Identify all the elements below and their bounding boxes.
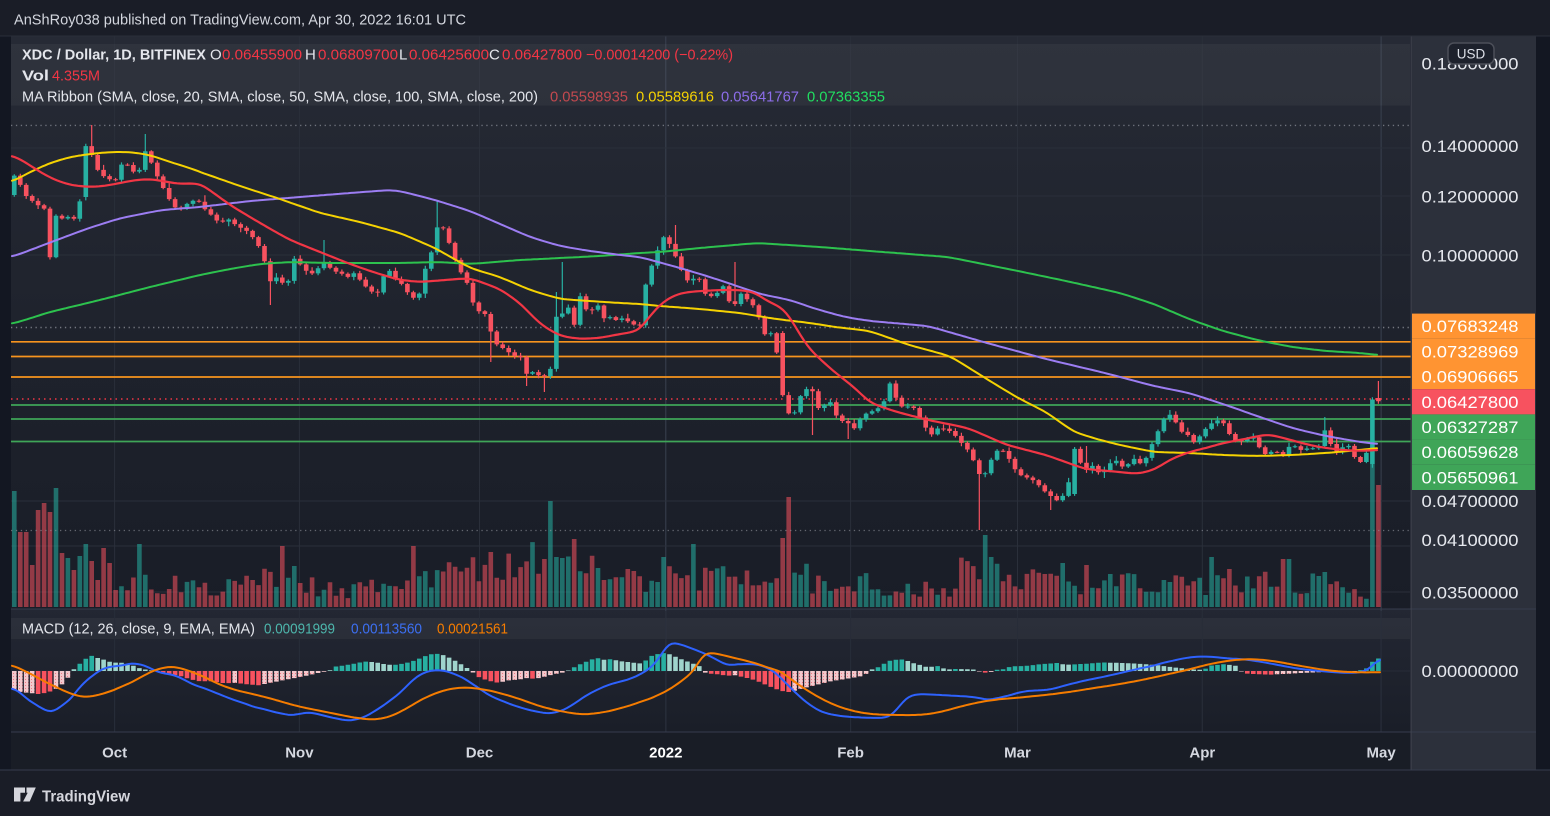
- svg-text:0.06059628: 0.06059628: [1422, 443, 1519, 462]
- svg-text:0.06427800: 0.06427800: [1422, 393, 1519, 412]
- svg-text:Nov: Nov: [285, 745, 314, 762]
- svg-text:Apr: Apr: [1189, 745, 1215, 762]
- svg-text:H: H: [305, 47, 316, 64]
- svg-text:0.06327287: 0.06327287: [1422, 418, 1519, 437]
- svg-text:0.04100000: 0.04100000: [1422, 531, 1519, 550]
- svg-text:4.355M: 4.355M: [52, 68, 100, 85]
- svg-text:0.06425600: 0.06425600: [409, 47, 489, 64]
- svg-text:Oct: Oct: [102, 745, 127, 762]
- svg-text:Vol: Vol: [22, 68, 49, 85]
- svg-text:0.05598935: 0.05598935: [550, 89, 628, 106]
- svg-text:0.00021561: 0.00021561: [437, 621, 508, 638]
- svg-text:0.07363355: 0.07363355: [807, 89, 885, 106]
- svg-text:MA Ribbon (SMA, close, 20, SMA: MA Ribbon (SMA, close, 20, SMA, close, 5…: [22, 89, 538, 106]
- svg-text:May: May: [1367, 745, 1397, 762]
- svg-text:USD: USD: [1457, 47, 1486, 62]
- svg-text:Feb: Feb: [837, 745, 864, 762]
- svg-text:0.06427800: 0.06427800: [502, 47, 582, 64]
- svg-text:AnShRoy038 published on Tradin: AnShRoy038 published on TradingView.com,…: [14, 12, 466, 29]
- svg-text:0.00000000: 0.00000000: [1422, 662, 1519, 681]
- svg-text:2022: 2022: [649, 745, 682, 762]
- svg-text:0.14000000: 0.14000000: [1422, 137, 1519, 156]
- svg-text:Mar: Mar: [1004, 745, 1031, 762]
- svg-text:0.10000000: 0.10000000: [1422, 246, 1519, 265]
- svg-text:0.12000000: 0.12000000: [1422, 188, 1519, 207]
- svg-text:0.05589616: 0.05589616: [636, 89, 714, 106]
- svg-text:L: L: [399, 47, 407, 64]
- svg-text:TradingView: TradingView: [42, 789, 131, 806]
- svg-text:0.00113560: 0.00113560: [351, 621, 422, 638]
- svg-text:MACD (12, 26, close, 9, EMA, E: MACD (12, 26, close, 9, EMA, EMA): [22, 621, 255, 638]
- svg-text:Dec: Dec: [466, 745, 494, 762]
- svg-text:0.05650961: 0.05650961: [1422, 468, 1519, 487]
- svg-text:0.03500000: 0.03500000: [1422, 584, 1519, 603]
- svg-text:0.04700000: 0.04700000: [1422, 492, 1519, 511]
- svg-text:C: C: [489, 47, 500, 64]
- svg-text:−0.00014200 (−0.22%): −0.00014200 (−0.22%): [586, 47, 733, 64]
- svg-text:0.06809700: 0.06809700: [318, 47, 398, 64]
- svg-text:0.07683248: 0.07683248: [1422, 317, 1519, 336]
- svg-text:O: O: [210, 47, 222, 64]
- svg-text:XDC / Dollar, 1D, BITFINEX: XDC / Dollar, 1D, BITFINEX: [22, 47, 206, 64]
- svg-text:0.07328969: 0.07328969: [1422, 342, 1519, 361]
- svg-text:0.00091999: 0.00091999: [264, 621, 335, 638]
- svg-text:0.06906665: 0.06906665: [1422, 368, 1519, 387]
- svg-text:0.06455900: 0.06455900: [222, 47, 302, 64]
- svg-text:0.05641767: 0.05641767: [721, 89, 799, 106]
